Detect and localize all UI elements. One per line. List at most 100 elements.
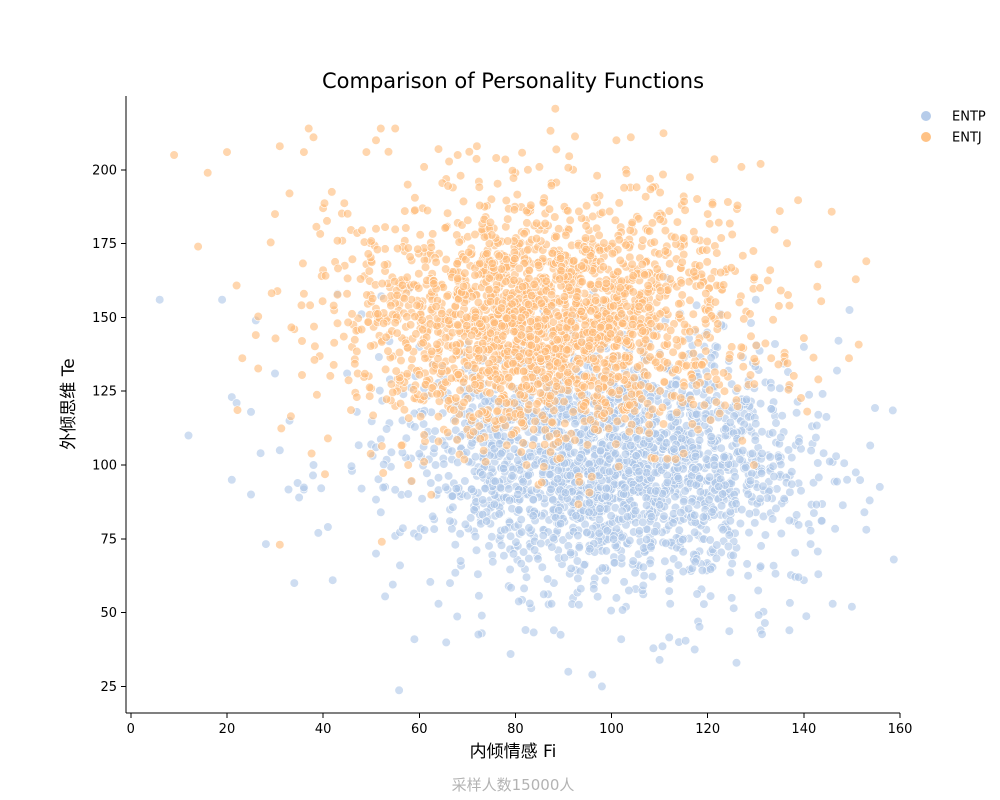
- data-point-entj: [680, 205, 690, 215]
- data-point-entp: [729, 603, 739, 613]
- data-point-entp: [513, 489, 523, 500]
- data-point-entj: [658, 128, 669, 138]
- data-point-entj: [611, 363, 621, 373]
- data-point-entp: [606, 511, 616, 521]
- data-point-entj: [534, 162, 545, 172]
- data-point-entj: [608, 354, 618, 364]
- data-point-entj: [451, 393, 461, 403]
- data-point-entj: [844, 353, 854, 363]
- data-point-entp: [765, 452, 775, 462]
- data-point-entj: [489, 317, 499, 328]
- data-point-entp: [496, 449, 506, 459]
- data-point-entp: [587, 669, 597, 680]
- y-tick-label: 175: [92, 237, 117, 252]
- data-point-entj: [722, 310, 733, 320]
- data-point-entp: [547, 542, 557, 552]
- data-point-entj: [406, 320, 416, 330]
- data-point-entj: [519, 229, 529, 239]
- data-point-entj: [529, 425, 539, 435]
- data-point-entj: [377, 441, 387, 451]
- data-point-entp: [716, 443, 726, 453]
- data-point-entj: [533, 260, 544, 270]
- data-point-entj: [498, 414, 508, 424]
- data-point-entp: [690, 644, 700, 655]
- data-point-entp: [576, 584, 586, 594]
- data-point-entp: [641, 468, 652, 478]
- y-tick-label: 200: [92, 163, 117, 178]
- data-point-entp: [724, 530, 734, 540]
- data-point-entp: [677, 433, 687, 444]
- data-point-entj: [715, 408, 725, 419]
- data-point-entj: [608, 301, 619, 311]
- data-point-entp: [758, 481, 768, 491]
- data-point-entj: [581, 297, 591, 307]
- data-point-entj: [769, 225, 780, 235]
- data-point-entj: [523, 299, 534, 310]
- data-point-entp: [610, 449, 621, 459]
- data-point-entj: [573, 499, 584, 509]
- data-point-entj: [760, 338, 771, 349]
- data-point-entj: [655, 187, 665, 198]
- data-point-entj: [414, 269, 424, 279]
- data-point-entp: [661, 538, 671, 548]
- data-point-entj: [237, 353, 247, 363]
- data-point-entj: [307, 448, 317, 459]
- data-point-entj: [599, 238, 609, 248]
- data-point-entj: [576, 306, 586, 317]
- data-point-entj: [521, 460, 532, 470]
- data-point-entj: [681, 360, 692, 371]
- data-point-entp: [673, 473, 684, 483]
- data-point-entj: [621, 168, 632, 178]
- data-point-entj: [796, 393, 806, 403]
- data-point-entj: [510, 254, 520, 264]
- data-point-entj: [736, 162, 747, 172]
- data-point-entp: [784, 625, 795, 635]
- data-point-entp: [528, 495, 538, 505]
- data-point-entp: [730, 472, 740, 482]
- data-point-entj: [397, 280, 408, 290]
- data-point-entp: [813, 458, 823, 468]
- data-point-entj: [320, 469, 330, 479]
- data-point-entj: [376, 123, 386, 134]
- data-point-entj: [674, 299, 684, 309]
- data-point-entj: [584, 341, 594, 351]
- data-point-entj: [724, 353, 734, 363]
- data-point-entj: [405, 252, 415, 262]
- data-point-entp: [775, 383, 785, 393]
- data-point-entp: [692, 589, 702, 599]
- data-point-entp: [888, 405, 898, 416]
- data-point-entj: [723, 197, 733, 207]
- data-point-entj: [570, 435, 580, 445]
- data-point-entp: [690, 527, 700, 537]
- data-point-entp: [670, 380, 681, 390]
- data-point-entj: [402, 369, 412, 379]
- data-point-entj: [701, 288, 711, 299]
- data-point-entj: [582, 440, 593, 450]
- data-point-entj: [672, 217, 683, 227]
- data-point-entj: [411, 329, 421, 339]
- data-point-entp: [431, 460, 441, 470]
- data-point-entp: [445, 578, 455, 588]
- data-point-entj: [444, 156, 454, 167]
- data-point-entj: [646, 319, 656, 329]
- data-point-entj: [620, 414, 630, 424]
- data-point-entj: [459, 397, 469, 408]
- data-point-entj: [709, 154, 720, 164]
- data-point-entj: [530, 416, 540, 426]
- data-point-entp: [620, 449, 631, 459]
- data-point-entj: [284, 188, 295, 198]
- data-point-entj: [553, 311, 563, 321]
- data-point-entj: [433, 144, 444, 154]
- data-point-entj: [378, 468, 388, 478]
- data-point-entp: [814, 472, 824, 483]
- x-axis-label: 内倾情感 Fi: [470, 742, 557, 762]
- data-point-entp: [779, 494, 789, 504]
- data-point-entj: [584, 487, 595, 498]
- data-point-entj: [697, 360, 707, 370]
- data-point-entp: [526, 451, 536, 462]
- data-point-entp: [518, 547, 529, 557]
- data-point-entp: [706, 432, 716, 442]
- data-point-entp: [630, 506, 641, 516]
- data-point-entp: [724, 626, 734, 636]
- data-point-entj: [727, 229, 737, 240]
